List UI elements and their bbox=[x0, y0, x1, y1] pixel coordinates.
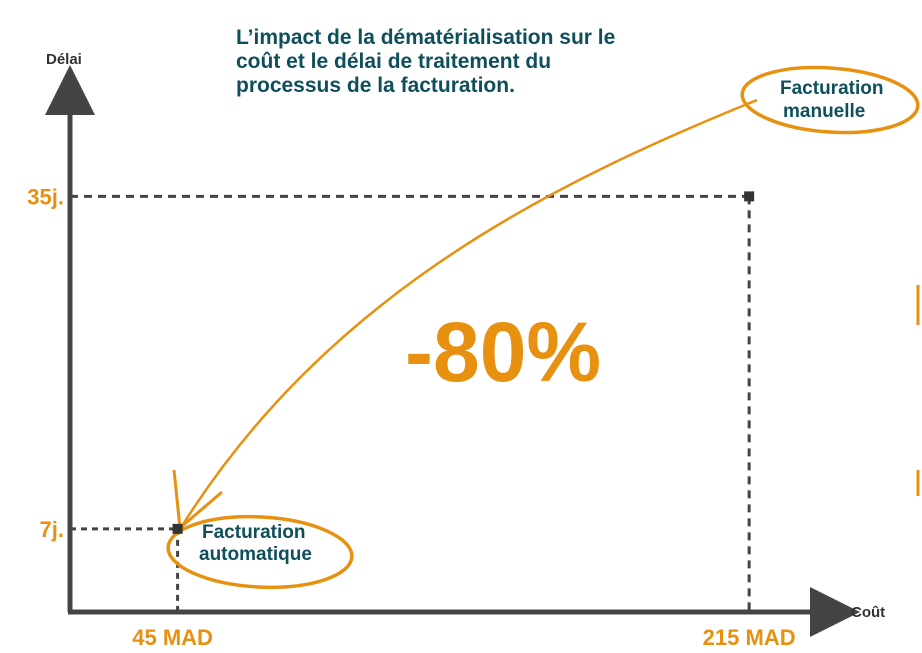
reduction-percentage: -80% bbox=[405, 305, 601, 399]
point-label-automatic-line-2: automatique bbox=[199, 544, 312, 565]
x-tick-label-215: 215 MAD bbox=[703, 625, 796, 650]
highlight-ellipse-manual bbox=[740, 65, 920, 135]
chart-title: L’impact de la dématérialisation sur le … bbox=[236, 26, 621, 97]
title-line-2: coût et le délai de traitement du bbox=[236, 50, 551, 73]
highlight-ellipse-automatic bbox=[166, 514, 354, 590]
y-tick-label-35: 35j. bbox=[27, 184, 64, 209]
reduction-arrow-curve bbox=[180, 98, 758, 527]
data-point-manual bbox=[744, 191, 755, 202]
point-label-automatic: Facturation automatique bbox=[199, 522, 312, 565]
title-line-1: L’impact de la dématérialisation sur le bbox=[236, 26, 615, 49]
point-label-manual: Facturation manuelle bbox=[780, 78, 889, 122]
point-label-manual-line-2: manuelle bbox=[783, 101, 865, 122]
x-axis-label: Coût bbox=[851, 604, 885, 621]
point-label-automatic-line-1: Facturation bbox=[202, 522, 305, 543]
data-point-automatic bbox=[172, 523, 183, 534]
y-tick-label-7: 7j. bbox=[40, 517, 64, 542]
title-line-3: processus de la facturation. bbox=[236, 74, 515, 97]
y-axis-label: Délai bbox=[46, 51, 82, 68]
point-label-manual-line-1: Facturation bbox=[780, 78, 883, 99]
x-tick-label-45: 45 MAD bbox=[132, 625, 213, 650]
